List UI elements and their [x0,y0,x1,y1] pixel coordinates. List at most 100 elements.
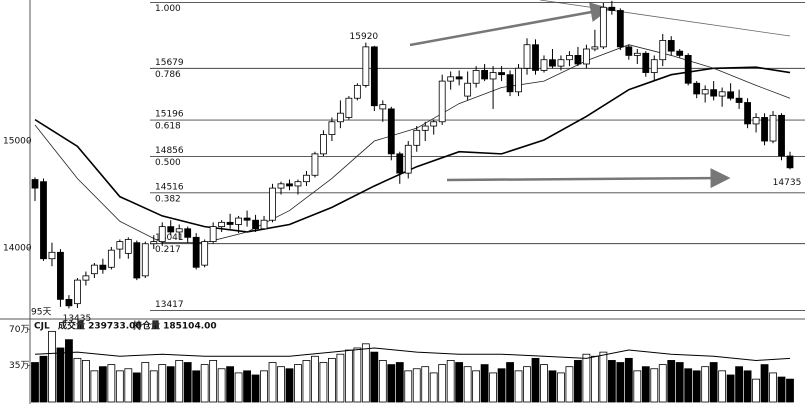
volume-bar [268,362,277,403]
fib-ratio: 0.500 [155,158,181,168]
candle-body [718,91,726,97]
volume-bar [438,364,447,403]
candle-body [404,144,412,174]
candle-body [464,82,472,97]
candle-body [260,219,268,230]
candle-body [761,117,768,142]
candle-body [608,6,616,11]
volume-bar [506,362,514,403]
fib-ratio: 0.618 [155,122,181,132]
candle-body [413,129,421,146]
candle-body [65,298,73,307]
fib-ratio: 0.217 [155,245,181,255]
candle-body [218,221,226,228]
y-tick-label: 35万 [9,361,29,371]
candle-body [701,89,709,95]
candle-body [430,121,438,127]
candle-body [786,155,794,169]
volume-bar [311,355,319,403]
candle-body [167,226,175,233]
candle-body [744,102,751,125]
volume-bar [684,368,693,403]
volume-bar [633,370,642,403]
arrow [409,2,611,47]
volume-bar [319,362,328,403]
candle-body [540,59,548,71]
volume-bar [514,370,523,403]
candle-body [650,59,658,73]
candle-body [684,55,692,84]
volume-bar [48,330,56,403]
volume-bar [769,372,777,403]
volume-bar [641,366,650,403]
candle-body [82,275,90,281]
fib-price: 14041 [155,233,184,243]
candle-body [498,72,505,76]
annotation: 15920 [350,32,379,42]
volume-bar [675,362,684,403]
candle-body [209,226,217,243]
volume-bar [251,374,260,403]
volume-bar [760,364,769,403]
volume-bar [209,360,218,403]
candle-body [336,112,344,123]
candle-body [116,241,124,250]
candle-body [566,55,573,61]
candle-body [201,241,209,266]
fib-ratio: 0.786 [155,70,181,80]
volume-bar [395,362,404,403]
y-tick-label: 70万 [9,325,29,335]
volume-bar [455,362,464,403]
candle-body [31,179,39,189]
volume-bar [378,360,387,403]
volume-bar [158,364,167,403]
candle-body [472,70,480,84]
candle-body [158,226,166,243]
candle-body [633,52,641,56]
candle-body [74,279,81,305]
candle-body [303,174,310,183]
candle-body [735,97,743,103]
candle-body [752,117,760,125]
volume-bar [404,370,413,403]
volume-bar [192,370,201,403]
candle-body [727,91,735,99]
candle-body [778,114,785,157]
volume-bar [302,360,311,403]
volume-bar [692,370,701,403]
volume-bar [243,370,251,403]
candle-body [277,183,285,189]
candle-body [362,46,370,86]
candle-body [269,187,276,221]
volume-bar [141,362,150,403]
volume-bar [336,353,345,403]
volume-bar [166,366,175,403]
candle-body [438,80,446,123]
candle-body [523,44,531,69]
candle-body [141,243,149,277]
fib-price: 15196 [155,110,184,120]
volume-bar [200,364,209,403]
volume-bar [183,362,192,403]
volume-bar [90,370,99,403]
candle-body [481,70,489,80]
volume-bar [497,368,506,403]
volume-bar [81,360,90,403]
volume-bar [582,353,591,403]
candle-body [659,40,667,61]
volume-bar [557,372,565,403]
volume-bar [56,347,65,403]
arrow [446,168,731,189]
volume-bar [149,370,158,403]
volume-bar [540,364,548,403]
candle-body [506,74,514,93]
candle-body [328,121,336,136]
volume-bar [421,366,430,403]
fib-ratio: 1.000 [155,4,181,14]
volume-bar [226,366,235,403]
candle-body [107,249,115,268]
candle-body [379,104,387,110]
candle-body [515,67,522,93]
